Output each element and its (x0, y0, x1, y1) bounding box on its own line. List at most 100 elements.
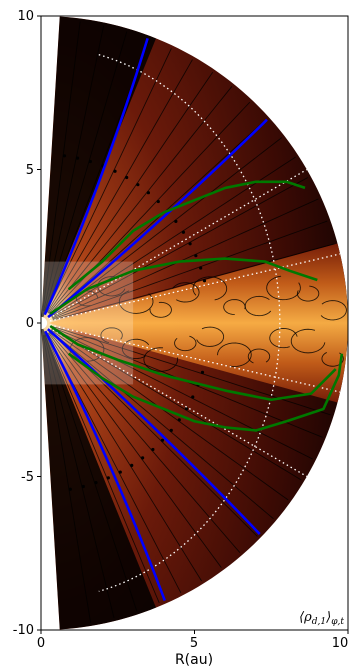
streamline-arrow (75, 156, 80, 160)
disk-swirl (296, 285, 320, 302)
streamline (52, 198, 319, 319)
streamline (50, 329, 289, 501)
streamline (43, 25, 105, 312)
disk-swirl (320, 300, 347, 321)
streamline (49, 101, 251, 315)
annotation-sub: d,1 (312, 617, 326, 627)
disk-swirl (149, 301, 172, 318)
streamline (45, 334, 160, 604)
y-tick-label-neg5: -5 (21, 470, 34, 485)
streamline-arrow (88, 159, 92, 164)
dotted-ray (49, 324, 341, 393)
disk-swirl (100, 327, 123, 344)
streamline (42, 335, 92, 623)
streamline-arrow (146, 191, 151, 195)
streamline (51, 327, 313, 460)
disk-swirl (217, 342, 252, 367)
streamline-arrow (81, 484, 85, 489)
disk-swirl (192, 276, 228, 301)
dense-disk-region (48, 243, 348, 403)
streamline-arrow (118, 470, 122, 474)
streamline-arrow (177, 418, 181, 422)
y-tick-label-0: 0 (26, 316, 34, 331)
streamline-arrow (156, 199, 160, 204)
green-contour-upper (67, 180, 306, 291)
streamline-arrow (200, 370, 205, 374)
disk-swirl (121, 338, 150, 359)
streamline (52, 220, 328, 320)
streamline-arrow (169, 428, 173, 433)
annotation-close: ⟩ (325, 610, 331, 625)
streamline-arrow (125, 175, 129, 180)
green-contour-lower (67, 352, 344, 432)
streamline (47, 333, 202, 582)
y-tick-label-10: 10 (17, 9, 34, 24)
dotted-ray (48, 327, 308, 478)
streamline-arrow (151, 447, 155, 452)
green-contour-inner_lower (49, 324, 337, 402)
streamline (43, 334, 115, 619)
streamline-arrow (68, 487, 72, 491)
streamline (45, 48, 172, 313)
streamline-arrow (160, 438, 165, 442)
disk-swirl (143, 347, 179, 372)
dotted-arc (98, 54, 281, 592)
plot-area (41, 16, 348, 630)
disk-swirl (174, 335, 197, 352)
streamline-arrow (194, 254, 198, 258)
streamline-arrow (188, 242, 192, 246)
green-contour (49, 180, 344, 432)
annotation-main: ⟨ρ (299, 610, 312, 625)
streamline (48, 86, 233, 314)
axis-ticks (37, 15, 349, 634)
y-tick-label-5: 5 (26, 163, 34, 178)
disk-swirl (321, 352, 344, 367)
streamline-arrow (174, 219, 178, 223)
disk-swirl (266, 275, 301, 301)
disk-swirl (97, 276, 126, 297)
streamline (44, 31, 128, 312)
streamline (52, 243, 335, 321)
dotted-ray (49, 253, 341, 322)
disk-swirl (269, 327, 298, 349)
disk-swirl (196, 326, 225, 347)
x-tick-label-5: 5 (190, 636, 198, 651)
streamline (51, 328, 302, 481)
green-contour-inner_upper (49, 257, 318, 315)
streamline-arrow (62, 154, 67, 158)
annotation-sub2: φ,t (331, 617, 344, 627)
streamline (50, 137, 283, 316)
streamline (49, 118, 267, 316)
streamline-arrow (181, 230, 186, 234)
streamline (50, 330, 274, 520)
blue-field-line (43, 37, 149, 316)
streamline-arrow (113, 169, 117, 173)
disk-swirl (118, 290, 154, 314)
polar-dark-region (41, 16, 157, 318)
streamline (44, 334, 138, 612)
blue-field-lines (43, 37, 268, 602)
blue-field-line (47, 328, 261, 535)
streamline (47, 71, 214, 314)
streamlines (42, 21, 347, 623)
blue-field-line (47, 118, 268, 319)
white-dotted-lines (48, 54, 341, 592)
x-tick-label-10: 10 (332, 636, 349, 651)
disk-swirl (247, 348, 271, 364)
y-tick-label-neg10: -10 (13, 623, 34, 638)
disk-swirl (290, 328, 326, 354)
streamline (42, 21, 81, 311)
streamline-arrow (191, 395, 195, 399)
x-axis-label: R(au) (175, 652, 213, 668)
streamline-arrow (199, 266, 203, 270)
streamline-arrow (94, 481, 98, 485)
streamline-arrow (141, 456, 145, 460)
streamline-arrow (130, 463, 134, 468)
disk-swirl (244, 295, 272, 317)
disk-swirl (172, 282, 200, 303)
streamline (46, 59, 193, 313)
streamline (51, 177, 309, 318)
streamline (48, 332, 222, 568)
streamline-arrow (106, 476, 110, 480)
